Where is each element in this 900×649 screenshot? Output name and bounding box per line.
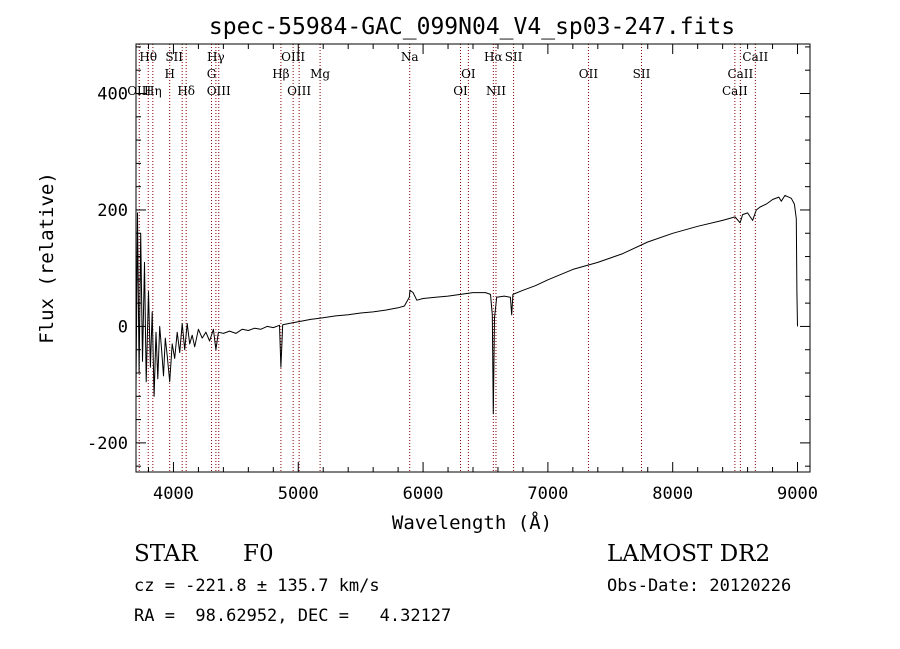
- line-label: SII: [165, 50, 183, 64]
- line-label: Hα: [484, 50, 503, 64]
- line-label: OI: [453, 84, 468, 98]
- chart-title: spec-55984-GAC_099N04_V4_sp03-247.fits: [209, 14, 735, 40]
- line-label: OIII: [207, 84, 231, 98]
- line-label: OIII: [127, 84, 151, 98]
- spectral-line-markers: [138, 44, 756, 472]
- redshift-text: cz = -221.8 ± 135.7 km/s: [134, 576, 380, 596]
- line-label: Hδ: [177, 84, 195, 98]
- line-label: CaII: [727, 67, 753, 81]
- coordinates-text: RA = 98.62952, DEC = 4.32127: [134, 606, 451, 626]
- line-label: CaII: [722, 84, 748, 98]
- line-label: OIII: [281, 50, 305, 64]
- line-label: CaII: [742, 50, 768, 64]
- subclass-label: F0: [243, 541, 274, 567]
- survey-label: LAMOST DR2: [607, 541, 770, 567]
- x-tick-label: 8000: [652, 484, 693, 504]
- line-label: SII: [633, 67, 651, 81]
- x-tick-label: 5000: [278, 484, 319, 504]
- line-label: Hβ: [272, 67, 289, 81]
- x-tick-label: 9000: [777, 484, 818, 504]
- plot-frame: [135, 43, 811, 473]
- x-tick-label: 7000: [527, 484, 568, 504]
- spectral-line-labels: HθHSIIHδOIIIHηHγGOIIIHβOIIIOIIIMgNaOIOIH…: [127, 50, 768, 98]
- line-label: Na: [401, 50, 419, 64]
- x-axis-label: Wavelength (Å): [392, 511, 552, 534]
- line-label: H: [164, 67, 174, 81]
- x-axis: 4000 5000 6000 7000 8000 9000: [147, 44, 818, 504]
- line-label: Hγ: [207, 50, 225, 64]
- spectrum-line: [135, 194, 798, 415]
- spectrum-series: [135, 194, 798, 415]
- line-label: Hη: [144, 84, 162, 98]
- line-label: Hθ: [139, 50, 157, 64]
- y-axis: -200 0 200 400: [87, 46, 810, 467]
- line-label: OI: [461, 67, 476, 81]
- y-tick-label: 200: [97, 201, 128, 221]
- line-label: OIII: [287, 84, 311, 98]
- y-tick-label: 0: [118, 317, 128, 337]
- y-tick-label: -200: [87, 434, 128, 454]
- x-tick-label: 6000: [403, 484, 444, 504]
- line-label: Mg: [310, 67, 330, 81]
- x-tick-label: 4000: [153, 484, 194, 504]
- line-label: G: [207, 67, 217, 81]
- line-label: NII: [486, 84, 506, 98]
- class-label: STAR: [134, 541, 198, 567]
- line-label: SII: [505, 50, 523, 64]
- line-label: OII: [579, 67, 599, 81]
- obs-date-text: Obs-Date: 20120226: [607, 576, 791, 596]
- y-axis-label: Flux (relative): [36, 172, 58, 344]
- y-tick-label: 400: [97, 84, 128, 104]
